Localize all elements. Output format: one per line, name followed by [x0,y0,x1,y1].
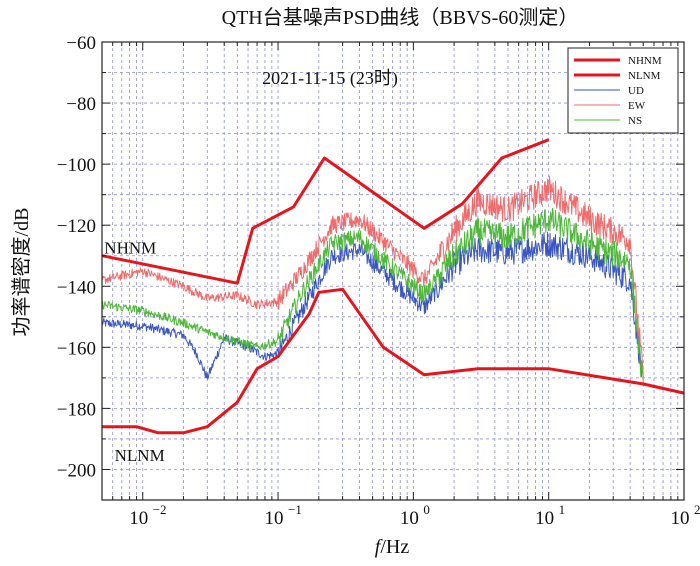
x-tick-label-exponent: −1 [288,502,302,517]
series-line-ns [101,207,644,378]
y-tick-label: −140 [57,277,96,298]
x-axis-label-symbol: f [375,536,383,558]
y-tick-label: −160 [57,338,96,359]
x-tick-label: 10 [671,508,690,529]
x-tick-label: 10 [129,508,148,529]
series-line-nlnm [102,287,685,435]
plot-frame [101,41,685,501]
y-tick-label: −60 [66,33,96,54]
y-tick-label: −200 [57,460,96,481]
x-tick-label-exponent: 1 [559,502,566,517]
annotation-nlnm: NLNM [115,446,165,465]
x-axis-label-unit: /Hz [380,536,409,558]
series-layer [101,138,685,435]
x-tick-label-exponent: −2 [153,502,167,517]
y-tick-label: −100 [57,155,96,176]
legend-label-ns: NS [628,115,642,127]
legend-label-nhnm: NHNM [628,55,662,67]
y-tick-label: −80 [66,94,96,115]
legend: NHNM NLNM UD EW NS [567,47,679,134]
x-axis-label: f/Hz [375,536,410,558]
legend-label-nlnm: NLNM [628,70,661,82]
x-tick-label: 10 [535,508,554,529]
chart-title: QTH台基噪声PSD曲线（BBVS-60测定） [222,6,579,29]
x-tick-label: 10 [265,508,284,529]
y-tick-label: −180 [57,399,96,420]
annotation-nhnm: NHNM [104,239,156,258]
chart-subtitle: 2021-11-15 (23时) [262,68,398,89]
legend-label-ud: UD [628,85,644,97]
series-line-nhnm [101,138,550,285]
x-tick-label-exponent: 0 [423,502,430,517]
annotations: NHNM NLNM [104,239,164,466]
series-line-ew [101,175,644,385]
x-tick-label: 10 [400,508,419,529]
series-line-ud [101,231,644,380]
y-tick-label: −120 [57,216,96,237]
y-axis-label: 功率谱密度/dB [10,208,33,337]
x-tick-label-exponent: 2 [694,502,700,517]
legend-label-ew: EW [628,100,646,112]
